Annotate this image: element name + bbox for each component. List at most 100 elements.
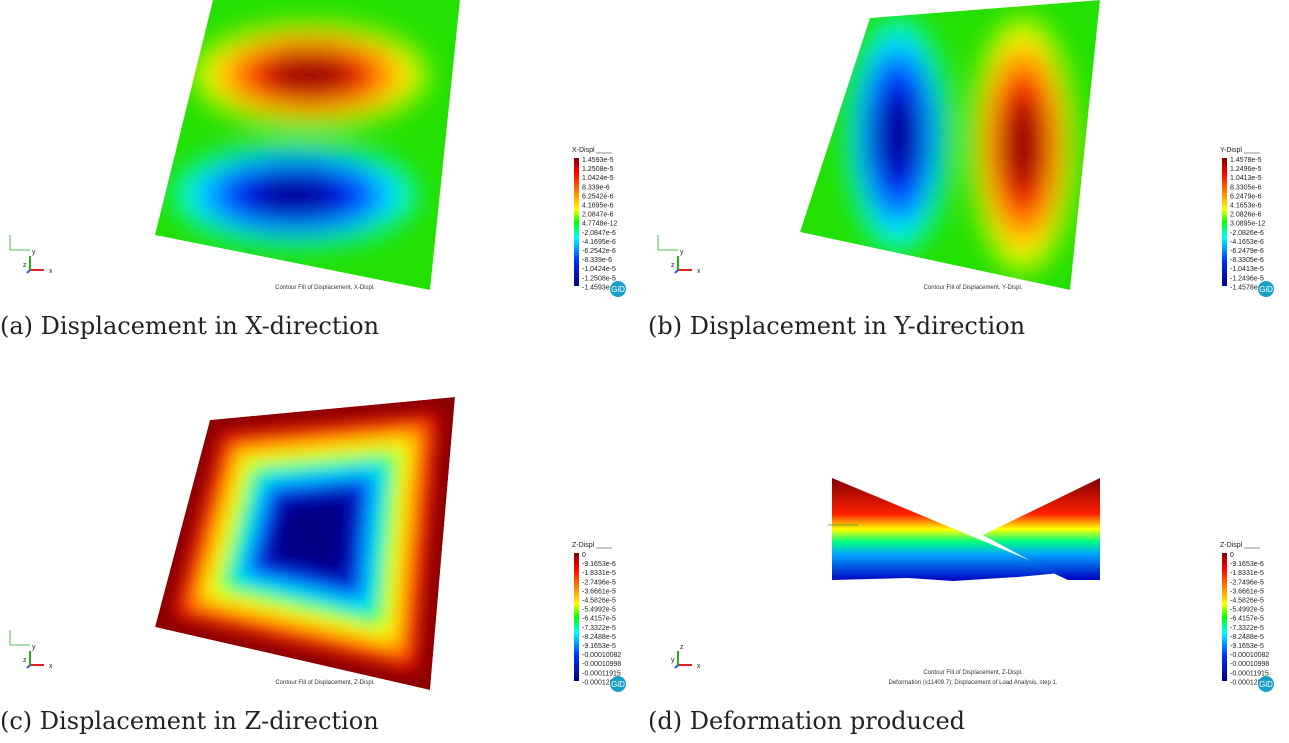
triad-label: x (49, 268, 53, 275)
triad-label: y (32, 249, 36, 256)
contour-band (1003, 95, 1043, 195)
legend-label: -0.00010998 (582, 661, 621, 668)
triad-label: z (23, 657, 27, 664)
legend-title: Y-Displ (1220, 147, 1242, 154)
triad-label: y (680, 249, 684, 256)
contour-band (878, 89, 918, 181)
caption: (c) Displacement in Z-direction (0, 707, 379, 735)
legend-title: X-Displ (572, 147, 595, 154)
legend-label: 0 (1230, 552, 1234, 559)
triad-label: z (671, 262, 675, 269)
triad-axis (675, 270, 678, 273)
legend-label: 4.1695e-6 (582, 203, 614, 210)
figure: xyzContour Fill of Displacement, X-Displ… (0, 0, 1289, 743)
plot-footer: Contour Fill of Displacement, Z-Displ. (923, 670, 1023, 676)
legend-label: 4.1653e-6 (1230, 203, 1262, 210)
legend-label: -8.2488e-5 (582, 634, 616, 641)
legend-label: -1.8331e-5 (582, 570, 616, 577)
triad-label: x (697, 268, 701, 275)
legend-label: 2.0847e-6 (582, 212, 614, 219)
legend-label: 6.2479e-6 (1230, 193, 1262, 200)
legend-label: -0.00011915 (1230, 670, 1269, 677)
logo-text: GiD (611, 285, 625, 294)
axis-triad: x yz (671, 249, 701, 275)
legend-label: -0.00010082 (1230, 652, 1269, 659)
legend-label: 1.4593e-5 (582, 157, 614, 164)
legend-title: Z-Displ (1220, 542, 1243, 549)
legend-label: -2.0847e-6 (582, 230, 616, 237)
triad-label: z (680, 644, 684, 651)
triad-label: z (23, 262, 27, 269)
legend-label: -1.0424e-5 (582, 266, 616, 273)
legend-label: -9.1653e-6 (582, 561, 616, 568)
logo-text: GiD (1259, 285, 1273, 294)
legend-title: Z-Displ (572, 542, 595, 549)
legend-label: -5.4992e-5 (1230, 607, 1264, 614)
legend-label: -1.2508e-5 (582, 275, 616, 282)
legend-label: -4.5826e-5 (1230, 598, 1264, 605)
legend-label: 3.0895e-12 (1230, 221, 1266, 228)
legend-label: -0.00010082 (582, 652, 621, 659)
legend-label: 8.3305e-6 (1230, 184, 1262, 191)
legend-label: 8.339e-6 (582, 184, 610, 191)
legend-label: -6.4157e-5 (582, 616, 616, 623)
axis-marker (10, 630, 30, 645)
colorbar (1222, 158, 1227, 286)
panel: x yz Contour Fill of Displacement, X-Displ… (0, 0, 626, 340)
triad-label: x (697, 663, 701, 670)
contour-plot (155, 0, 460, 290)
legend-label: 1.2508e-5 (582, 166, 614, 173)
panel: x yz Contour Fill of Displacement, Y-Displ… (648, 0, 1274, 340)
legend-label: -4.1695e-6 (582, 239, 616, 246)
legend-label: 0 (582, 552, 586, 559)
axis-triad: x yz (23, 249, 53, 275)
legend-label: -2.7496e-5 (1230, 579, 1264, 586)
legend-label: -1.8331e-5 (1230, 570, 1264, 577)
legend-label: -3.6661e-5 (582, 588, 616, 595)
triad-label: y (32, 644, 36, 651)
contour-band (247, 175, 343, 215)
legend-label: 1.4578e-5 (1230, 157, 1262, 164)
colorbar (1222, 553, 1227, 681)
triad-axis (675, 665, 678, 668)
legend-label: -8.2488e-5 (1230, 634, 1264, 641)
caption: (b) Displacement in Y-direction (648, 312, 1025, 340)
triad-label: y (671, 657, 675, 664)
panel: x yz Contour Fill of Displacement, Z-Displ… (0, 397, 626, 735)
legend-label: -9.1653e-5 (1230, 643, 1264, 650)
legend-label: -8.339e-6 (582, 257, 612, 264)
axis-marker (10, 235, 30, 250)
legend-label: -4.5826e-5 (582, 598, 616, 605)
legend-label: -8.3305e-6 (1230, 257, 1264, 264)
plot-footer: Contour Fill of Displacement, Y-Displ. (923, 285, 1022, 291)
contour-band (264, 55, 356, 95)
triad-label: x (49, 663, 53, 670)
caption: (d) Deformation produced (648, 707, 965, 735)
legend-label: -7.3322e-5 (582, 625, 616, 632)
legend-label: -6.2542e-6 (582, 248, 616, 255)
plot-footer: Contour Fill of Displacement, Z-Displ. (275, 680, 375, 686)
axis-triad: x zy (671, 644, 701, 670)
panel: x zy Contour Fill of Displacement, Z-Displ… (648, 478, 1274, 735)
plot-footer: Deformation (x11409.7): Displacement of … (889, 680, 1058, 686)
contour-plot (800, 0, 1100, 290)
colorbar (574, 553, 579, 681)
legend-label: 6.2542e-6 (582, 193, 614, 200)
colorbar (574, 158, 579, 286)
legend-label: -6.2479e-6 (1230, 248, 1264, 255)
legend-label: 1.0424e-5 (582, 175, 614, 182)
caption: (a) Displacement in X-direction (0, 312, 379, 340)
legend-label: -6.4157e-5 (1230, 616, 1264, 623)
legend-label: -5.4992e-5 (582, 607, 616, 614)
plot-footer: Contour Fill of Displacement, X-Displ. (275, 285, 375, 291)
legend-label: -1.0413e-5 (1230, 266, 1264, 273)
logo-text: GiD (611, 680, 625, 689)
logo-text: GiD (1259, 680, 1273, 689)
legend-label: -4.1653e-6 (1230, 239, 1264, 246)
legend-label: -3.6661e-5 (1230, 588, 1264, 595)
legend-label: -2.0826e-6 (1230, 230, 1264, 237)
legend-label: 2.0826e-6 (1230, 212, 1262, 219)
legend-label: -7.3322e-5 (1230, 625, 1264, 632)
legend-label: 4.7748e-12 (582, 221, 618, 228)
legend-label: -0.00011915 (582, 670, 621, 677)
